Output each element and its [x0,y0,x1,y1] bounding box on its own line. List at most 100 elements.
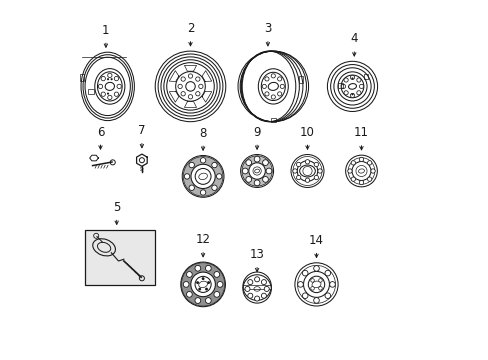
Circle shape [98,84,102,89]
Circle shape [310,279,314,282]
Circle shape [110,78,112,80]
Circle shape [367,177,371,181]
Circle shape [211,162,217,168]
Circle shape [191,164,215,189]
Circle shape [329,282,335,287]
Text: 14: 14 [308,234,324,247]
Circle shape [247,280,252,285]
Circle shape [262,160,268,166]
Circle shape [367,161,371,165]
Circle shape [350,161,355,165]
Circle shape [344,91,347,95]
Bar [338,84,342,88]
Circle shape [313,298,319,303]
Text: 11: 11 [353,126,368,139]
Circle shape [351,77,353,80]
Circle shape [350,93,354,98]
Text: 9: 9 [253,126,260,139]
Circle shape [351,162,370,180]
Circle shape [190,272,215,297]
Circle shape [254,180,260,186]
Text: 13: 13 [249,248,264,261]
Circle shape [117,84,121,89]
Circle shape [244,287,249,292]
Text: 10: 10 [300,126,314,139]
Circle shape [101,92,105,96]
Circle shape [248,163,265,179]
Bar [243,285,271,289]
Circle shape [189,185,194,190]
Text: 1: 1 [102,24,109,37]
Circle shape [314,162,318,167]
Circle shape [356,78,360,82]
Circle shape [207,281,210,284]
Circle shape [195,265,201,271]
Bar [298,76,302,83]
Circle shape [107,73,112,77]
Circle shape [107,95,112,100]
Circle shape [351,93,353,95]
Circle shape [313,266,319,271]
Circle shape [195,77,200,81]
Circle shape [317,169,322,173]
Circle shape [178,84,182,89]
Circle shape [184,174,189,179]
Circle shape [188,95,192,99]
Circle shape [296,175,300,180]
Bar [270,118,275,122]
Circle shape [245,176,251,182]
Circle shape [264,287,269,292]
Circle shape [347,169,351,173]
Circle shape [359,157,363,162]
Circle shape [264,77,268,81]
Circle shape [265,168,271,174]
Circle shape [205,298,211,303]
Circle shape [200,158,205,163]
Circle shape [183,157,223,196]
Circle shape [302,293,307,298]
Circle shape [205,265,211,271]
Text: 7: 7 [138,124,145,137]
Circle shape [302,270,307,276]
Circle shape [242,156,272,186]
Circle shape [296,162,300,167]
Circle shape [344,78,347,82]
Circle shape [181,263,224,306]
Circle shape [264,92,268,96]
Circle shape [188,74,192,78]
Circle shape [107,93,109,95]
Circle shape [261,280,266,285]
Circle shape [325,270,330,276]
Circle shape [189,162,194,168]
Circle shape [254,277,259,282]
Circle shape [101,76,105,81]
Circle shape [297,282,303,287]
Circle shape [254,156,260,162]
Circle shape [204,288,207,291]
Circle shape [107,78,109,80]
Circle shape [245,160,251,166]
Circle shape [277,92,281,96]
Circle shape [198,288,201,291]
Circle shape [359,180,363,185]
Circle shape [186,292,192,297]
Circle shape [196,281,199,284]
Text: 8: 8 [199,127,206,140]
Bar [88,89,93,94]
Circle shape [200,190,205,195]
Text: 3: 3 [264,22,271,35]
Circle shape [181,77,185,81]
Circle shape [370,169,374,173]
Circle shape [214,292,219,297]
Circle shape [271,74,275,78]
Bar [364,74,367,79]
Circle shape [254,296,259,301]
Circle shape [305,178,309,183]
Circle shape [359,84,363,89]
Text: 4: 4 [350,32,357,45]
Circle shape [318,287,322,290]
Circle shape [356,91,360,95]
Circle shape [271,95,275,99]
Circle shape [350,177,355,181]
Circle shape [318,279,322,282]
